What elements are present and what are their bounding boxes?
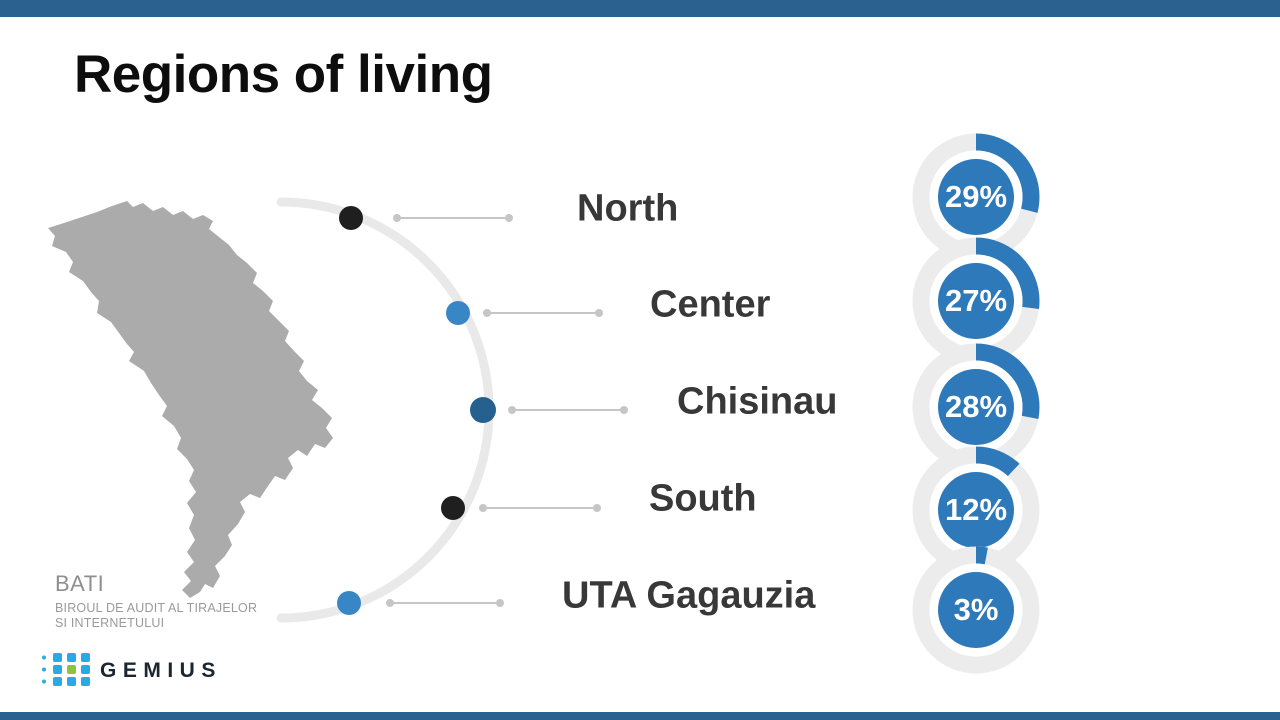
badge-percent-label: 12% <box>944 492 1008 527</box>
region-dot-uta <box>337 591 361 615</box>
donut-badge-chisinau: 28% <box>912 343 1040 471</box>
badge-percent-label: 29% <box>944 179 1008 214</box>
badge-inner-circle <box>938 472 1014 548</box>
badge-ring-arc <box>912 133 1040 261</box>
connector-end-dot <box>595 309 603 317</box>
connector-end-dot <box>483 309 491 317</box>
region-dot-south <box>441 496 465 520</box>
region-dot-chisinau <box>470 397 496 423</box>
donut-badge-uta: 3% <box>912 546 1040 674</box>
map-figure <box>48 197 628 623</box>
callout-chisinau <box>470 397 628 423</box>
page-title: Regions of living <box>74 45 493 104</box>
gemius-dot-grid-icon <box>42 653 90 686</box>
connector-end-dot <box>479 504 487 512</box>
region-dot-north <box>339 206 363 230</box>
badge-inner-circle <box>938 159 1014 235</box>
region-label-center: Center <box>650 283 771 326</box>
badge-percent-label: 28% <box>944 389 1008 424</box>
badge-ring-arc <box>912 237 1040 365</box>
gemius-wordmark: GEMIUS <box>100 659 222 682</box>
connector-end-dot <box>393 214 401 222</box>
connector-end-dot <box>505 214 513 222</box>
connector-end-dot <box>620 406 628 414</box>
connector-end-dot <box>593 504 601 512</box>
bati-subtitle-line1: BIROUL DE AUDIT AL TIRAJELOR <box>55 601 258 615</box>
badge-ring-arc <box>912 343 1040 471</box>
bati-subtitle-line2: SI INTERNETULUI <box>55 616 165 630</box>
badge-percent-label: 3% <box>953 592 999 627</box>
badge-percent-label: 27% <box>944 283 1008 318</box>
connector-end-dot <box>496 599 504 607</box>
badge-inner-circle <box>938 369 1014 445</box>
connector-end-dot <box>508 406 516 414</box>
badge-ring-arc <box>912 546 1040 674</box>
gemius-logo: GEMIUS <box>40 649 215 691</box>
region-label-north: North <box>577 187 679 230</box>
top-accent-bar <box>0 0 1280 17</box>
badge-inner-circle <box>938 572 1014 648</box>
callout-north <box>339 206 513 230</box>
callout-center <box>446 301 603 325</box>
donut-badge-north: 29% <box>912 133 1040 261</box>
badge-inner-circle <box>938 263 1014 339</box>
moldova-map <box>48 201 333 598</box>
bati-note: BATI BIROUL DE AUDIT AL TIRAJELOR SI INT… <box>55 571 257 631</box>
callout-uta-gagauzia <box>337 591 504 615</box>
region-label-uta: UTA Gagauzia <box>562 574 816 617</box>
region-label-south: South <box>649 477 757 520</box>
callout-south <box>441 496 601 520</box>
badge-ring-arc <box>912 446 1040 574</box>
connector-end-dot <box>386 599 394 607</box>
bati-title: BATI <box>55 571 105 596</box>
region-label-chisinau: Chisinau <box>677 380 838 423</box>
region-dot-center <box>446 301 470 325</box>
bottom-accent-bar <box>0 712 1280 720</box>
